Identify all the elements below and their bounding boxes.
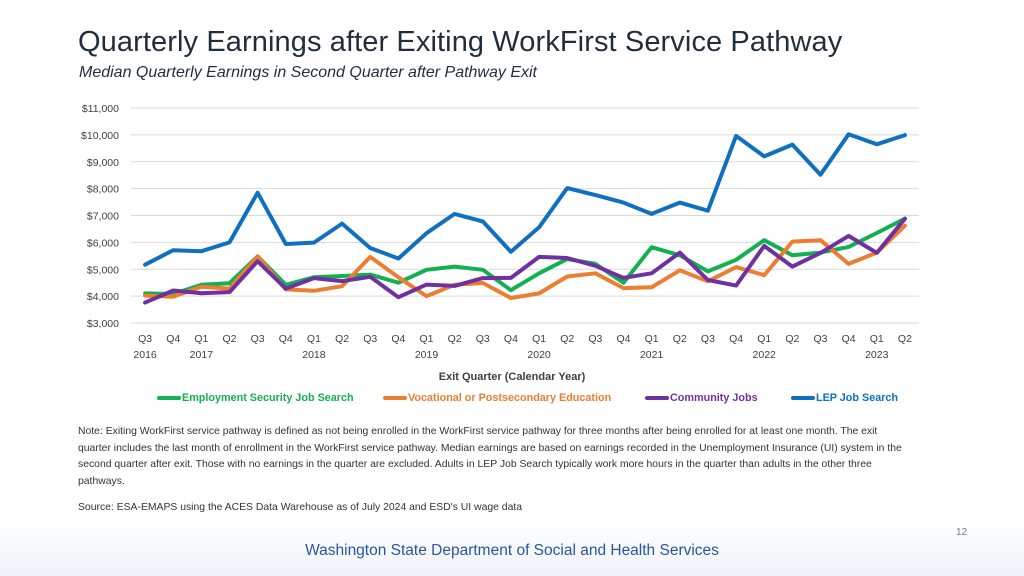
series-line-community-jobs [143, 216, 907, 305]
x-tick-label: Q3 [363, 333, 377, 345]
legend-label: Community Jobs [670, 392, 758, 404]
x-tick-label: Q3 [701, 333, 715, 345]
y-tick-label: $10,000 [81, 130, 119, 142]
x-tick-label: Q4 [166, 333, 180, 345]
x-tick-label: Q3 [251, 333, 265, 345]
page-subtitle: Median Quarterly Earnings in Second Quar… [79, 64, 537, 81]
x-year-label: 2023 [865, 349, 889, 361]
y-tick-label: $9,000 [87, 157, 119, 169]
legend-label: Vocational or Postsecondary Education [408, 392, 612, 404]
legend-item: Employment Security Job Search [157, 389, 354, 407]
legend-item: Community Jobs [645, 389, 758, 407]
page-title: Quarterly Earnings after Exiting WorkFir… [78, 26, 843, 58]
page-number: 12 [956, 527, 968, 538]
x-tick-label: Q2 [673, 333, 687, 345]
y-tick-label: $11,000 [82, 103, 119, 115]
x-tick-label: Q4 [391, 333, 405, 345]
x-tick-label: Q2 [222, 333, 236, 345]
gridlines [131, 107, 919, 324]
x-tick-label: Q4 [729, 333, 743, 345]
x-tick-label: Q2 [898, 333, 912, 345]
y-tick-label: $7,000 [87, 211, 119, 223]
legend-swatch [645, 396, 669, 400]
x-tick-label: Q1 [307, 333, 321, 345]
x-year-label: 2021 [640, 349, 664, 361]
x-tick-label: Q4 [842, 333, 856, 345]
legend-swatch [791, 396, 815, 400]
x-year-label: 2017 [190, 349, 214, 361]
x-year-label: 2022 [753, 349, 777, 361]
source-text: Source: ESA-EMAPS using the ACES Data Wa… [78, 502, 523, 513]
x-tick-label: Q1 [419, 333, 433, 345]
x-tick-label: Q2 [335, 333, 349, 345]
legend-swatch [383, 396, 407, 400]
x-tick-label: Q1 [194, 333, 208, 345]
x-tick-label: Q4 [504, 333, 518, 345]
y-tick-label: $8,000 [87, 184, 119, 196]
x-tick-label: Q2 [560, 333, 574, 345]
legend-swatch [157, 396, 181, 400]
y-tick-label: $4,000 [87, 291, 119, 303]
y-tick-label: $5,000 [87, 264, 119, 276]
line-chart: $3,000 $4,000 $5,000 $6,000 $7,000 $8,000 $9,0… [81, 103, 919, 383]
x-year-label: 2020 [527, 349, 551, 361]
x-tick-label: Q1 [532, 333, 546, 345]
legend-item: LEP Job Search [791, 389, 898, 407]
x-tick-label: Q1 [645, 333, 659, 345]
x-tick-label: Q1 [870, 333, 884, 345]
series-line-lep-job-search [143, 132, 907, 267]
x-axis-labels: Q3 Q4 Q1 Q2 Q3 Q4 Q1 Q2 Q3 Q4 Q1 Q2 Q3 Q4 Q1 Q2 Q3 Q4 Q1 Q2… [133, 333, 912, 361]
y-axis-labels: $3,000 $4,000 $5,000 $6,000 $7,000 $8,000 $9,0… [81, 103, 119, 330]
footer-organization: Washington State Department of Social an… [305, 542, 719, 559]
legend-label: Employment Security Job Search [182, 392, 354, 404]
chart-legend: Employment Security Job Search Vocational… [0, 389, 1024, 407]
x-tick-label: Q2 [785, 333, 799, 345]
x-year-label: 2019 [415, 349, 439, 361]
x-axis-title: Exit Quarter (Calendar Year) [439, 371, 586, 383]
x-tick-label: Q4 [279, 333, 293, 345]
x-tick-label: Q2 [448, 333, 462, 345]
x-tick-label: Q4 [616, 333, 630, 345]
x-tick-label: Q3 [138, 333, 152, 345]
x-year-label: 2018 [302, 349, 326, 361]
y-tick-label: $3,000 [87, 318, 119, 330]
x-tick-label: Q3 [476, 333, 490, 345]
x-tick-label: Q3 [813, 333, 827, 345]
note-text: Note: Exiting WorkFirst service pathway … [78, 426, 902, 487]
data-series [143, 132, 907, 305]
x-tick-label: Q1 [757, 333, 771, 345]
x-tick-label: Q3 [588, 333, 602, 345]
footer-band [0, 522, 1024, 576]
legend-label: LEP Job Search [816, 392, 899, 404]
legend-item: Vocational or Postsecondary Education [383, 389, 611, 407]
x-year-label: 2016 [133, 349, 157, 361]
y-tick-label: $6,000 [87, 237, 119, 249]
